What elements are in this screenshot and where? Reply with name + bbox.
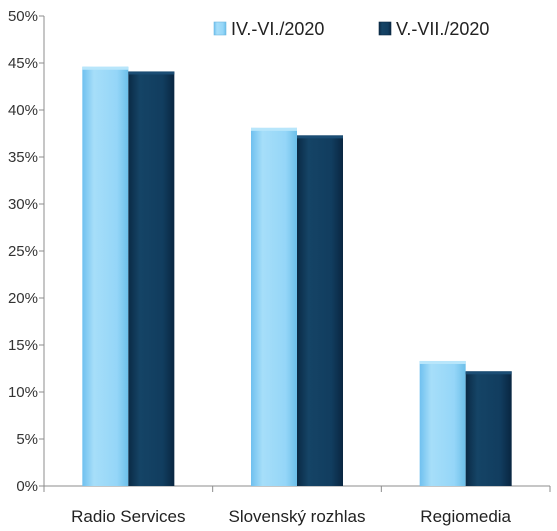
x-category-label: Slovenský rozhlas — [228, 507, 365, 526]
legend: IV.-VI./2020 V.-VII./2020 — [213, 19, 489, 39]
y-tick-label: 40% — [8, 102, 38, 119]
bar-top-bevel — [419, 360, 466, 364]
x-category-label: Regiomedia — [420, 507, 511, 526]
x-axis — [43, 485, 551, 492]
y-tick-label: 15% — [8, 337, 38, 354]
bars — [82, 66, 512, 487]
y-tick-label: 10% — [8, 384, 38, 401]
x-category-label: Radio Services — [71, 507, 185, 526]
bar-series-2 — [465, 371, 512, 486]
bar-series-2 — [128, 71, 175, 487]
bar-top-bevel — [82, 66, 129, 70]
bar-series-1 — [419, 360, 466, 486]
legend-label: V.-VII./2020 — [396, 19, 489, 39]
y-axis: 0% 5% 10% 15% 20% 25% 30% 35% 40% 45% 50% — [8, 8, 45, 495]
y-tick-label: 25% — [8, 243, 38, 260]
y-tick-label: 20% — [8, 290, 38, 307]
y-tick-label: 45% — [8, 55, 38, 72]
bar-series-1 — [251, 127, 297, 487]
legend-swatch — [378, 21, 392, 36]
bar-top-bevel — [128, 71, 175, 75]
bar-top-bevel — [297, 135, 343, 139]
y-tick-label: 30% — [8, 196, 38, 213]
category-labels: Radio Services Slovenský rozhlas Regiomedi… — [71, 507, 511, 526]
bar-top-bevel — [465, 371, 512, 375]
legend-swatch — [213, 21, 227, 36]
bar-series-2 — [297, 135, 343, 486]
bar-top-bevel — [251, 127, 297, 131]
y-tick-label: 0% — [16, 478, 38, 495]
y-tick-label: 35% — [8, 149, 38, 166]
y-tick-label: 50% — [8, 8, 38, 25]
y-tick-label: 5% — [16, 431, 38, 448]
legend-label: IV.-VI./2020 — [231, 19, 324, 39]
bar-series-1 — [82, 66, 129, 486]
